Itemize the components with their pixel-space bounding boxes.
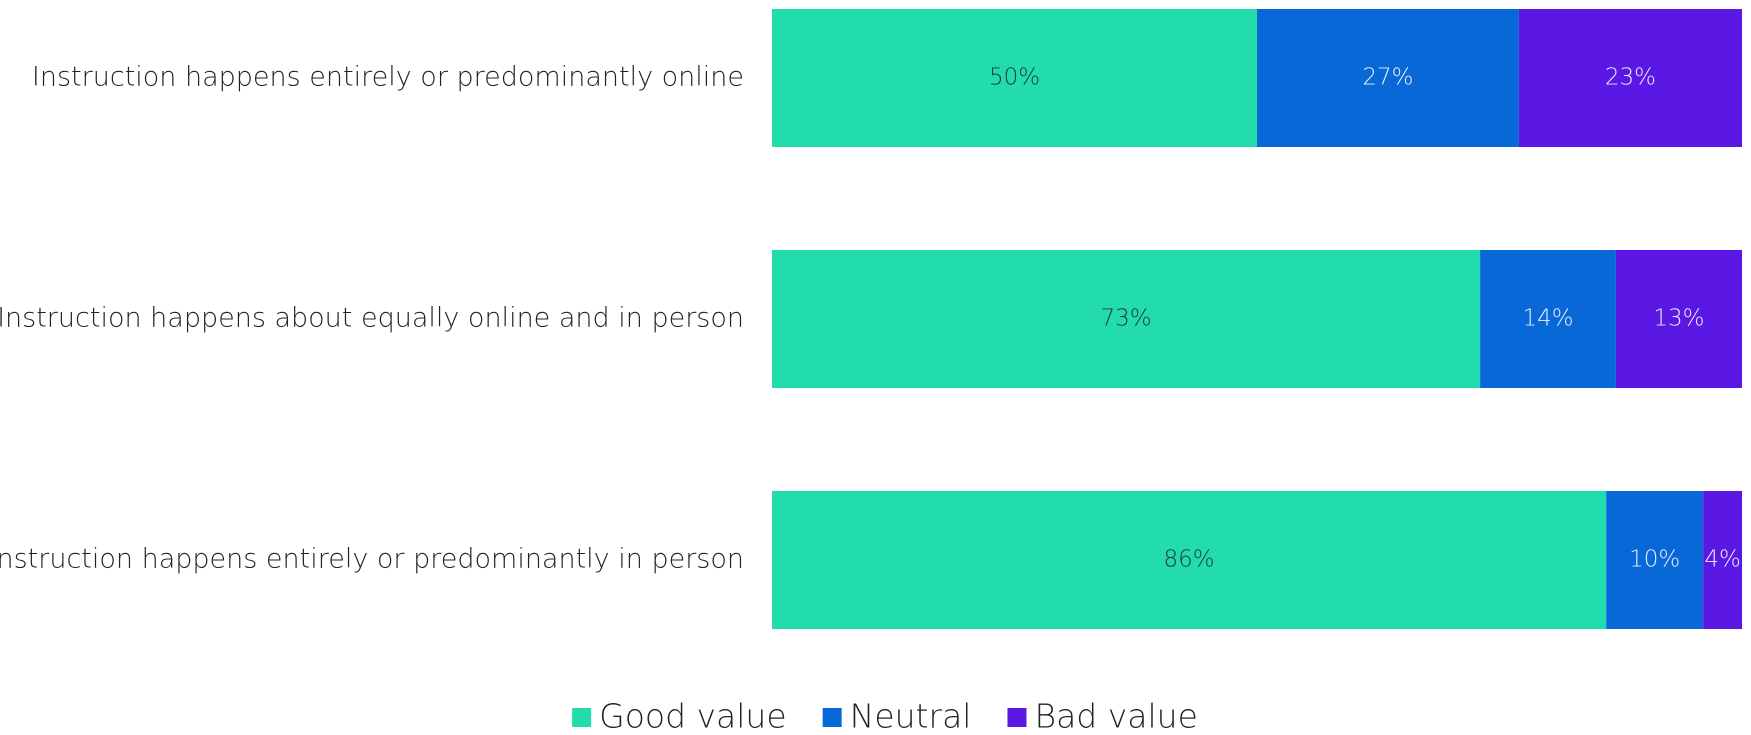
bar-segment [772,491,1607,629]
category-label: Instruction happens entirely or predomin… [0,544,744,575]
legend-swatch [1007,708,1027,727]
bar-segment [1518,9,1742,147]
bar-segment [772,9,1257,147]
legend-swatch [822,708,842,727]
data-label: 27% [1362,65,1413,91]
legend: Good value Neutral Bad value [572,697,1198,735]
bar-segment [772,250,1481,388]
category-label: Instruction happens entirely or predomin… [32,62,744,93]
legend-swatch [572,708,592,727]
bar-segment [1703,491,1742,629]
legend-label: Neutral [850,697,972,735]
data-label: 13% [1653,306,1704,332]
data-label: 14% [1522,306,1573,332]
legend-label: Bad value [1034,697,1197,735]
data-label: 73% [1100,306,1151,332]
bar-segment [1480,250,1616,388]
bar-segment [1606,491,1704,629]
data-label: 23% [1605,65,1656,91]
bar-segment [1257,9,1519,147]
data-label: 10% [1629,547,1680,573]
bar-segment [1615,250,1742,388]
legend-label: Good value [599,697,787,735]
data-label: 4% [1704,547,1741,573]
data-label: 86% [1164,547,1215,573]
data-label: 50% [989,65,1040,91]
category-label: Instruction happens about equally online… [0,303,744,334]
